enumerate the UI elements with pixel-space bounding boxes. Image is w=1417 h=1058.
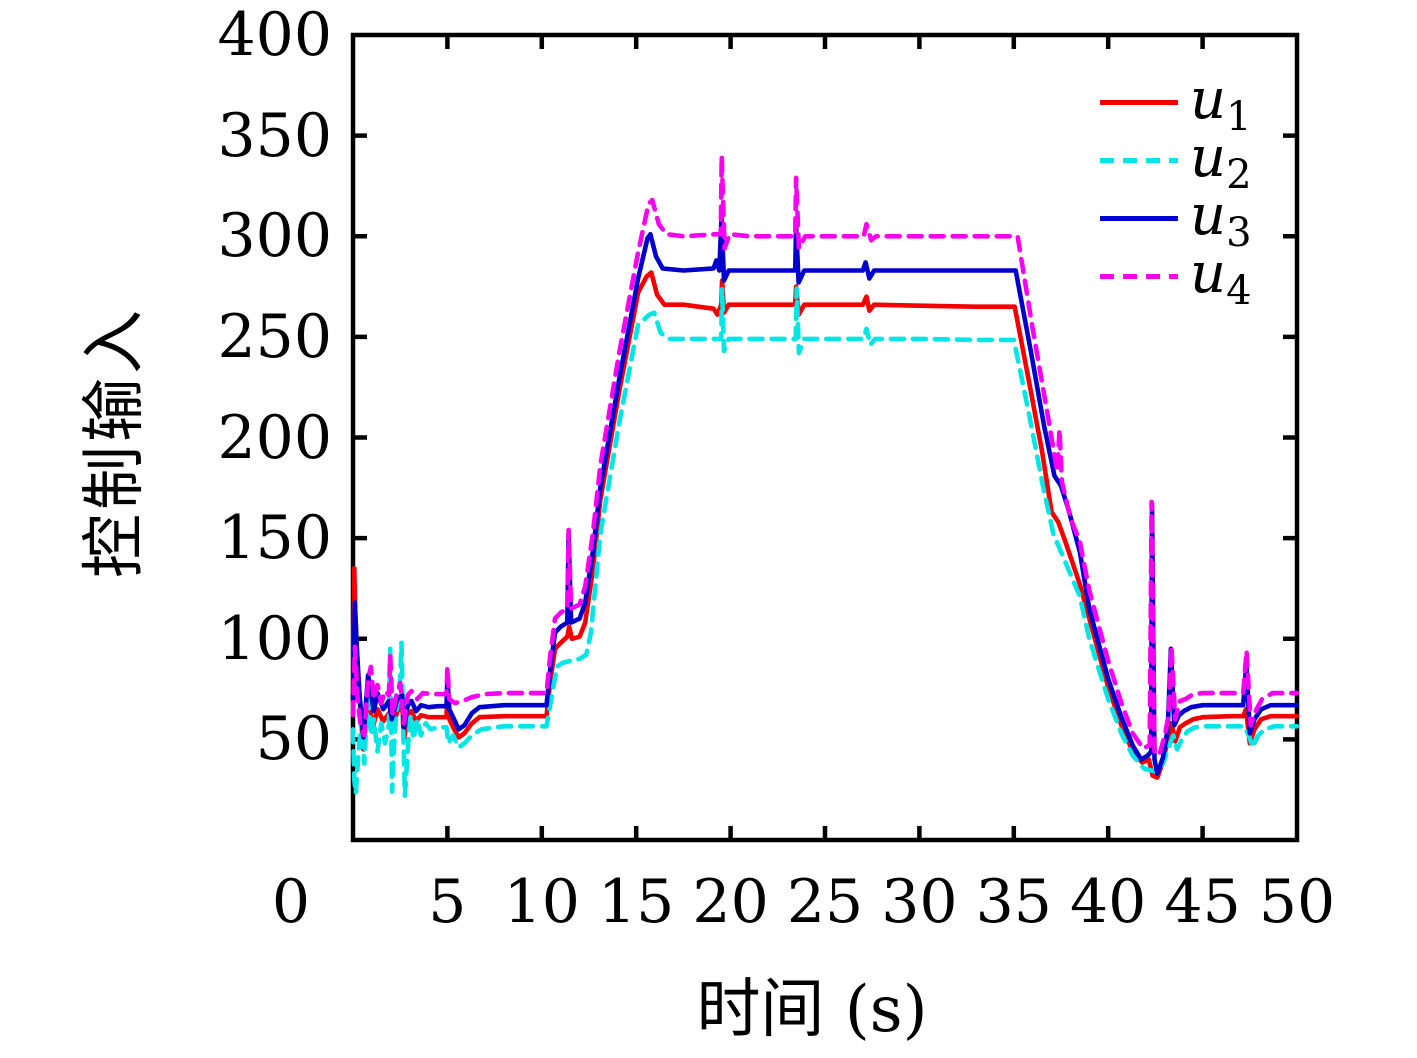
y-tick-label-100: 100 [217, 603, 332, 674]
x-tick-label-5: 5 [428, 867, 467, 937]
x-tick-label-35: 35 [975, 867, 1052, 937]
y-tick-label-400: 400 [217, 0, 332, 70]
y-tick-label-200: 200 [217, 402, 332, 473]
legend-line-u4 [1100, 273, 1178, 279]
x-tick-label-50: 50 [1258, 867, 1336, 937]
legend-line-u1 [1100, 99, 1178, 105]
y-tick-label-300: 300 [217, 201, 332, 272]
x-tick-label-20: 20 [692, 867, 769, 937]
x-axis-label: 时间 (s) [696, 973, 928, 1047]
x-tick-label-0: 0 [271, 867, 311, 937]
series-u3 [350, 215, 1300, 776]
legend-label-u2: u2 [1190, 125, 1252, 198]
x-tick-label-25: 25 [786, 867, 864, 937]
legend-label-u4: u4 [1190, 241, 1252, 314]
series-u4 [350, 153, 1300, 758]
y-tick-label-50: 50 [255, 704, 332, 775]
y-tick-label-350: 350 [217, 100, 332, 171]
legend-line-u2 [1100, 157, 1178, 163]
y-axis-label: 控制输入 [78, 306, 152, 578]
legend-label-u1: u1 [1190, 67, 1252, 140]
x-tick-label-45: 45 [1164, 867, 1241, 937]
x-tick-label-40: 40 [1070, 867, 1147, 937]
legend-label-u3: u3 [1190, 183, 1252, 256]
y-tick-label-250: 250 [217, 301, 332, 372]
x-tick-label-30: 30 [881, 867, 958, 937]
legend-line-u3 [1100, 215, 1178, 221]
y-tick-label-150: 150 [217, 503, 332, 574]
x-tick-label-15: 15 [598, 867, 675, 937]
x-tick-label-10: 10 [503, 867, 580, 937]
